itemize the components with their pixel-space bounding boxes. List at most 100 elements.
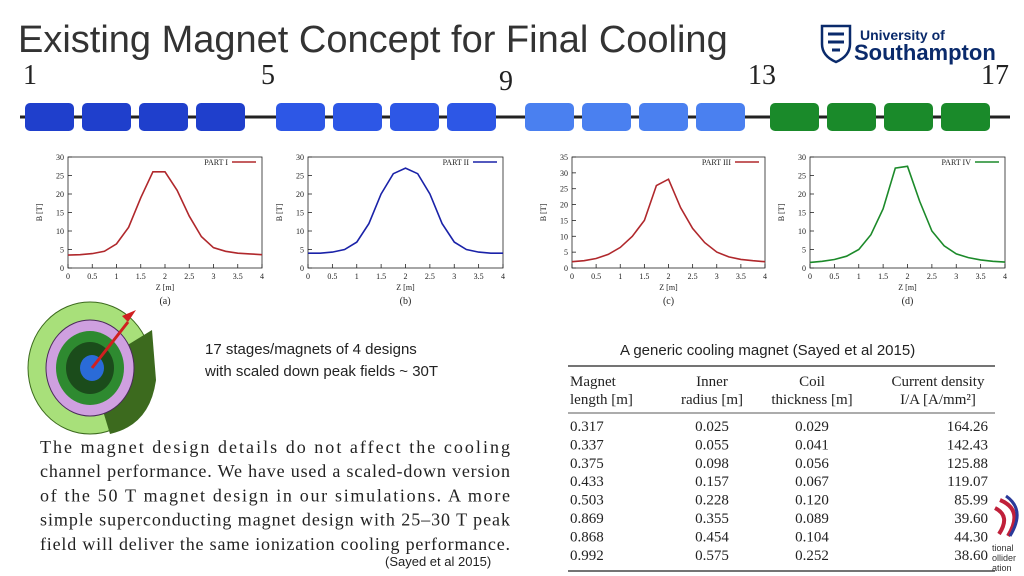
x-tick-label: 2 — [667, 272, 671, 281]
field-curve — [571, 178, 766, 263]
y-tick-label: 10 — [798, 227, 806, 236]
y-tick-label: 15 — [56, 209, 64, 218]
x-tick-label: 1 — [115, 272, 119, 281]
x-tick-label: 4 — [501, 272, 505, 281]
field-curve — [308, 167, 503, 254]
y-tick-label: 30 — [798, 153, 806, 162]
table-cell: 0.067 — [795, 474, 829, 490]
table-header: radius [m] — [681, 392, 743, 408]
x-tick-label: 4 — [260, 272, 264, 281]
table-header: Inner — [696, 374, 728, 390]
y-tick-label: 5 — [802, 246, 806, 255]
line-chart: 0 5 10 15 20 25 30 0 0.5 1 1.5 2 2.5 3 3.5 4 Z [m] B [T] (… — [275, 153, 505, 307]
x-tick-label: 0 — [570, 272, 574, 281]
magnet-block — [582, 103, 631, 131]
y-tick-label: 25 — [56, 172, 64, 181]
table-cell: 0.337 — [570, 437, 604, 453]
field-curve — [809, 165, 1006, 264]
table-cell: 0.869 — [570, 511, 604, 527]
table-cell: 0.503 — [570, 493, 604, 509]
x-tick-label: 0.5 — [829, 272, 839, 281]
y-axis-label: B [T] — [275, 203, 284, 221]
table-cell: 125.88 — [947, 456, 988, 472]
university-logo: University of Southampton — [820, 24, 996, 65]
x-tick-label: 0.5 — [591, 272, 601, 281]
table-cell: 0.157 — [695, 474, 729, 490]
line-chart: 0 5 10 15 20 25 30 35 0 0.5 1 1.5 2 2.5 3 3.5 4 Z [m] B [T… — [539, 153, 767, 307]
chart-caption: (a) — [159, 296, 170, 307]
magnet-block — [941, 103, 990, 131]
table-cell: 0.098 — [695, 456, 729, 472]
stage-number: 13 — [748, 60, 776, 91]
x-tick-label: 0.5 — [327, 272, 337, 281]
partner-logo: tional ollider ation — [992, 494, 1019, 573]
x-tick-label: 1 — [355, 272, 359, 281]
table-header: thickness [m] — [771, 392, 852, 408]
quote-line: The magnet design details do not affect … — [40, 437, 510, 457]
x-tick-label: 2.5 — [927, 272, 937, 281]
y-tick-label: 35 — [560, 153, 568, 162]
x-tick-label: 3.5 — [736, 272, 746, 281]
x-tick-label: 2 — [906, 272, 910, 281]
logo-text: ollider — [992, 553, 1016, 563]
table-cell: 0.317 — [570, 419, 604, 435]
x-tick-label: 1.5 — [639, 272, 649, 281]
x-tick-label: 0 — [66, 272, 70, 281]
table-cell: 44.30 — [954, 529, 988, 545]
y-tick-label: 20 — [56, 190, 64, 199]
y-tick-label: 15 — [560, 216, 568, 225]
y-tick-label: 0 — [60, 264, 64, 273]
x-tick-label: 1.5 — [878, 272, 888, 281]
note-line: with scaled down peak fields ~ 30T — [204, 363, 438, 380]
logo-text: University of — [860, 27, 945, 43]
y-axis-label: B [T] — [35, 203, 44, 221]
logo-shield — [820, 24, 852, 64]
x-tick-label: 3.5 — [474, 272, 484, 281]
table-caption: A generic cooling magnet (Sayed et al 20… — [620, 342, 915, 359]
logo-swirl — [1005, 494, 1019, 537]
table-cell: 39.60 — [954, 511, 988, 527]
x-tick-label: 3 — [954, 272, 958, 281]
y-tick-label: 15 — [798, 209, 806, 218]
x-tick-label: 4 — [763, 272, 767, 281]
table-cell: 0.454 — [695, 529, 729, 545]
chart-caption: (b) — [400, 296, 412, 307]
table-header: I/A [A/mm²] — [900, 392, 976, 408]
x-tick-label: 2 — [163, 272, 167, 281]
x-tick-label: 3 — [212, 272, 216, 281]
table-header: Current density — [892, 374, 985, 390]
y-tick-label: 25 — [798, 172, 806, 181]
y-tick-label: 20 — [296, 190, 304, 199]
table-cell: 0.433 — [570, 474, 604, 490]
table-cell: 0.575 — [695, 548, 729, 564]
y-tick-label: 0 — [300, 264, 304, 273]
magnet-block — [525, 103, 574, 131]
legend-label: PART I — [204, 158, 228, 167]
legend-label: PART IV — [941, 158, 971, 167]
y-tick-label: 25 — [296, 172, 304, 181]
table: Magnet length [m] Inner radius [m] Coil thick… — [568, 365, 995, 572]
magnet-block — [82, 103, 131, 131]
y-tick-label: 0 — [802, 264, 806, 273]
logo-text: Southampton — [854, 40, 996, 65]
logo-text: ation — [992, 563, 1012, 573]
magnet-illustration — [27, 301, 156, 435]
x-axis-label: Z [m] — [659, 283, 678, 292]
table-cell: 0.025 — [695, 419, 729, 435]
magnet-block — [276, 103, 325, 131]
table-cell: 0.868 — [570, 529, 604, 545]
logo-mark — [828, 32, 844, 52]
x-axis-label: Z [m] — [898, 283, 917, 292]
magnet-block — [770, 103, 819, 131]
x-tick-label: 2.5 — [184, 272, 194, 281]
citation: (Sayed et al 2015) — [385, 554, 491, 569]
x-tick-label: 3 — [452, 272, 456, 281]
x-tick-label: 1.5 — [376, 272, 386, 281]
x-tick-label: 1 — [618, 272, 622, 281]
arrow-head — [122, 310, 136, 322]
y-axis-label: B [T] — [539, 203, 548, 221]
x-tick-label: 1.5 — [136, 272, 146, 281]
magnet-block — [390, 103, 439, 131]
